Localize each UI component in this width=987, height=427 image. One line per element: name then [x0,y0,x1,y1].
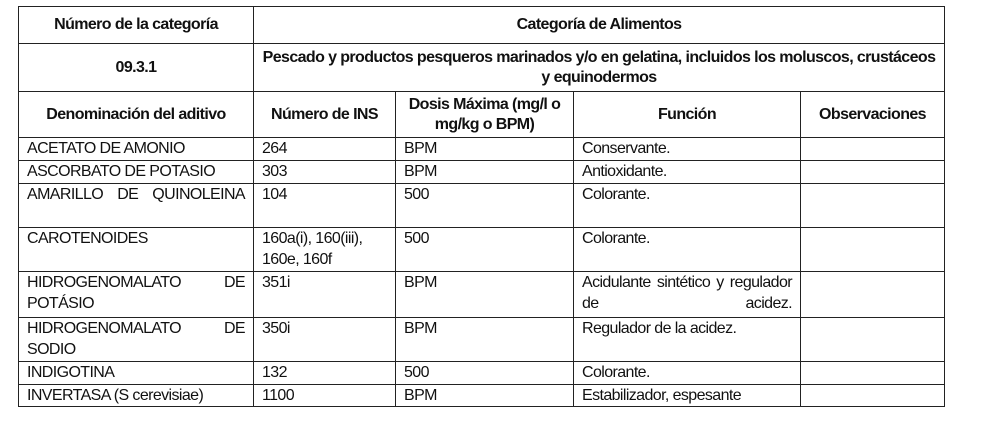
cell-name: HIDROGENOMALATO DE POTÁSIO [18,271,254,318]
cell-notes [799,227,946,272]
cell-function: Acidulante sintético y regulador de acid… [573,271,801,318]
cell-name: INVERTASA (S cerevisiae) [18,384,254,407]
cell-notes [799,137,946,161]
cell-notes [799,183,946,228]
cell-ins: 351i [253,271,396,318]
cell-dose: 500 [395,361,574,385]
column-header-ins: Número de INS [253,91,396,138]
cell-ins: 264 [253,137,396,161]
category-name: Pescado y productos pesqueros marinados … [252,43,946,92]
cell-ins: 350i [253,317,396,362]
cell-ins: 160a(i), 160(iii), 160e, 160f [253,227,396,272]
cell-function: Estabilizador, espesante [573,384,801,407]
column-header-name: Denominación del aditivo [18,91,254,138]
table-row: CAROTENOIDES 160a(i), 160(iii), 160e, 160… [18,227,946,272]
cell-ins: 1100 [253,384,396,407]
cell-notes [799,271,946,318]
column-header-function: Función [573,91,801,138]
cell-ins: 104 [253,183,396,228]
cell-dose: 500 [395,227,574,272]
cell-dose: BPM [395,271,574,318]
cell-notes [799,384,946,407]
food-category-header: Categoría de Alimentos [252,6,946,44]
cell-function: Colorante. [573,227,801,272]
table-row: ACETATO DE AMONIO 264 BPM Conservante. [18,137,946,161]
cell-function: Colorante. [573,361,801,385]
cell-dose: 500 [395,183,574,228]
cell-ins: 303 [253,160,396,184]
cell-dose: BPM [395,160,574,184]
category-number-header: Número de la categoría [18,6,254,44]
cell-name: ASCORBATO DE POTASIO [18,160,254,184]
cell-name: INDIGOTINA [18,361,254,385]
cell-name: HIDROGENOMALATO DE SODIO [18,317,254,362]
cell-function: Antioxidante. [573,160,801,184]
cell-function: Regulador de la acidez. [573,317,801,362]
cell-name: CAROTENOIDES [18,227,254,272]
table-row: ASCORBATO DE POTASIO 303 BPM Antioxidante. [18,160,946,184]
cell-dose: BPM [395,137,574,161]
cell-dose: BPM [395,317,574,362]
table-row: INVERTASA (S cerevisiae) 1100 BPM Estabiliz… [18,384,946,407]
cell-ins: 132 [253,361,396,385]
table-row: HIDROGENOMALATO DE SODIO 350i BPM Regulador… [18,317,946,362]
cell-name: AMARILLO DE QUINOLEINA [18,183,254,228]
cell-notes [799,361,946,385]
cell-function: Conservante. [573,137,801,161]
table-row: HIDROGENOMALATO DE POTÁSIO 351i BPM Acidula… [18,271,946,318]
cell-notes [799,160,946,184]
table-row: INDIGOTINA 132 500 Colorante. [18,361,946,385]
additives-table: Número de la categoría Categoría de Alim… [18,6,946,407]
table-row: AMARILLO DE QUINOLEINA 104 500 Colorante. [18,183,946,228]
cell-notes [799,317,946,362]
cell-function: Colorante. [573,183,801,228]
category-number: 09.3.1 [18,43,254,92]
cell-name: ACETATO DE AMONIO [18,137,254,161]
column-header-notes: Observaciones [799,91,946,138]
cell-dose: BPM [395,384,574,407]
column-header-dose: Dosis Máxima (mg/l o mg/kg o BPM) [395,91,574,138]
additives-table-container: Número de la categoría Categoría de Alim… [18,6,946,407]
